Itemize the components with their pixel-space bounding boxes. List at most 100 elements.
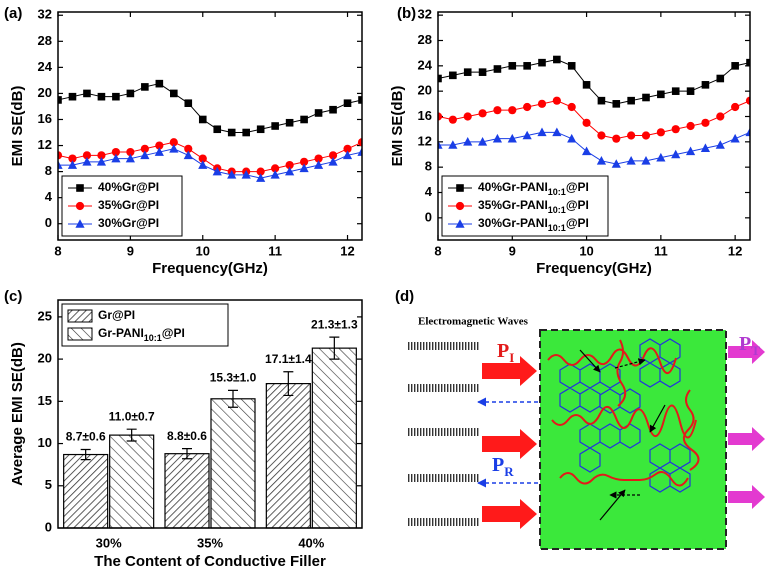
marker [184,144,193,153]
legend-swatch [67,327,93,341]
marker [82,157,92,166]
marker [271,122,279,130]
marker [567,133,577,143]
x-tick-label: 8 [434,243,441,258]
marker [538,58,546,67]
y-tick-label: 5 [45,477,52,492]
marker [456,184,464,192]
y-tick-label: 12 [418,133,432,148]
plot-frame [437,11,751,241]
chain [616,339,627,407]
arrow [579,349,601,373]
error-bar [80,448,91,461]
marker [299,157,309,166]
marker [125,153,135,163]
marker [285,118,294,127]
marker [299,163,309,173]
arrow [482,429,537,459]
legend-text: 40%Gr@PI [98,180,159,194]
marker [657,90,665,99]
y-axis-title: EMI SE(dB) [9,86,26,167]
marker [596,156,607,165]
symbol: P [739,333,751,355]
marker [198,154,207,163]
marker [256,173,266,182]
marker [270,170,280,179]
bar [265,383,311,529]
marker [242,128,250,137]
marker [184,99,193,107]
marker [75,201,85,211]
marker [169,138,178,147]
marker [730,133,740,143]
value-label: 8.7±0.6 [66,430,106,444]
marker [140,144,149,153]
arrow [482,499,537,529]
chain [547,347,677,374]
marker [183,150,193,160]
x-tick-label: 12 [340,243,354,258]
x-tick-label: 12 [728,243,742,258]
marker [745,96,750,105]
marker [626,156,636,165]
marker [438,140,443,149]
marker [642,93,650,102]
x-tick-label: 11 [654,243,668,258]
y-tick-label: 16 [418,108,432,123]
bar [63,453,109,529]
arrow [614,358,646,369]
marker [478,109,487,118]
marker [478,68,487,76]
series-line [438,58,750,105]
incident-arrows [482,356,537,529]
marker [227,128,236,137]
marker [463,68,472,76]
marker [612,134,621,143]
marker [227,170,237,179]
y-tick-label: 24 [418,57,433,72]
legend-text: Gr@PI [98,308,135,322]
shield-film [539,329,727,550]
marker [140,150,150,160]
arrow [728,427,765,451]
error-bar [182,448,192,460]
symbol: P [497,340,509,362]
x-tick-label: 40% [298,535,324,550]
marker [314,109,323,117]
marker [68,154,77,163]
arrow [728,340,765,364]
marker [155,141,164,150]
y-tick-label: 8 [45,163,52,178]
x-tick-label: 35% [197,535,223,550]
marker [745,127,750,137]
y-axis-title: EMI SE(dB) [389,86,406,167]
subscript: T [751,343,760,358]
x-tick-label: 11 [268,243,282,258]
y-tick-label: 20 [418,83,432,98]
marker [671,125,680,134]
chain [559,471,689,487]
marker [455,219,465,228]
y-tick-label: 28 [38,33,52,48]
series-line [58,141,362,173]
x-axis-title: Frequency(GHz) [152,260,268,277]
marker [111,147,121,157]
x-tick-label: 8 [54,243,61,258]
marker [111,153,121,163]
marker [76,184,84,192]
marker [213,125,222,134]
marker [685,146,696,156]
marker [671,149,681,159]
marker [58,160,63,169]
y-tick-label: 4 [45,189,53,204]
marker [627,96,635,105]
y-tick-label: 16 [38,111,52,126]
incident-label: PI [497,340,514,366]
marker [597,131,606,140]
wave [408,474,480,482]
value-label: 17.1±1.4 [265,352,312,366]
transmitted-arrows [728,340,765,509]
marker [701,118,710,127]
marker [343,99,352,107]
